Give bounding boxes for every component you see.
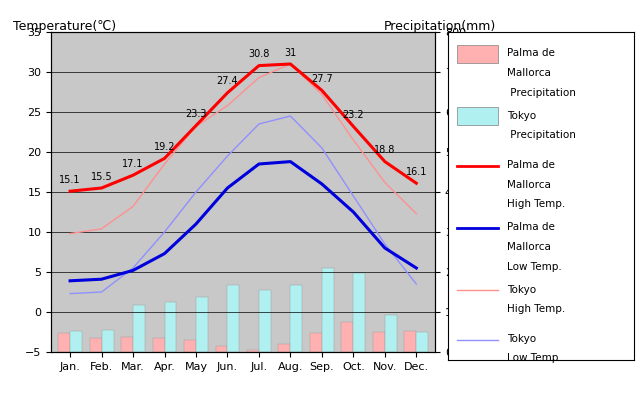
Bar xyxy=(416,332,428,352)
Bar xyxy=(353,273,365,352)
Bar xyxy=(404,331,416,352)
Text: 15.5: 15.5 xyxy=(91,172,113,182)
Text: Low Temp.: Low Temp. xyxy=(508,262,562,272)
Bar xyxy=(341,322,353,352)
Bar xyxy=(278,344,291,352)
Text: Palma de: Palma de xyxy=(508,222,556,232)
Text: 18.8: 18.8 xyxy=(374,145,396,155)
Text: High Temp.: High Temp. xyxy=(508,199,566,209)
Bar xyxy=(310,333,322,352)
Text: Mallorca: Mallorca xyxy=(508,68,551,78)
Text: 27.4: 27.4 xyxy=(217,76,238,86)
Bar xyxy=(90,338,102,352)
Text: 27.7: 27.7 xyxy=(311,74,333,84)
Text: 19.2: 19.2 xyxy=(154,142,175,152)
Text: Tokyo: Tokyo xyxy=(508,334,536,344)
Bar xyxy=(102,330,113,352)
Bar xyxy=(247,350,259,352)
Bar xyxy=(121,337,133,352)
Text: 23.2: 23.2 xyxy=(342,110,364,120)
Bar xyxy=(216,346,227,352)
Bar xyxy=(184,340,196,352)
Text: Mallorca: Mallorca xyxy=(508,180,551,190)
Bar xyxy=(291,285,302,352)
Text: 17.1: 17.1 xyxy=(122,159,144,169)
Text: Temperature(℃): Temperature(℃) xyxy=(13,20,116,33)
Bar xyxy=(133,305,145,352)
Text: Tokyo: Tokyo xyxy=(508,111,536,121)
Bar xyxy=(70,331,82,352)
Text: Low Temp.: Low Temp. xyxy=(508,354,562,364)
Bar xyxy=(385,315,397,352)
Text: Precipitation(mm): Precipitation(mm) xyxy=(384,20,496,33)
Text: Precipitation: Precipitation xyxy=(508,130,576,140)
Bar xyxy=(457,45,498,63)
Text: Mallorca: Mallorca xyxy=(508,242,551,252)
Bar xyxy=(58,333,70,352)
Text: 16.1: 16.1 xyxy=(406,167,427,177)
Text: High Temp.: High Temp. xyxy=(508,304,566,314)
Text: 31: 31 xyxy=(284,48,296,58)
Text: 30.8: 30.8 xyxy=(248,49,269,59)
Text: Palma de: Palma de xyxy=(508,48,556,58)
Bar xyxy=(152,338,164,352)
Bar xyxy=(227,285,239,352)
Text: Palma de: Palma de xyxy=(508,160,556,170)
Text: 15.1: 15.1 xyxy=(60,175,81,185)
Bar xyxy=(457,108,498,126)
Bar xyxy=(164,302,177,352)
Text: Tokyo: Tokyo xyxy=(508,284,536,294)
Text: 23.3: 23.3 xyxy=(185,109,207,119)
Bar xyxy=(196,297,208,352)
Bar xyxy=(322,268,334,352)
Text: Precipitation: Precipitation xyxy=(508,88,576,98)
Bar xyxy=(373,332,385,352)
Bar xyxy=(259,290,271,352)
